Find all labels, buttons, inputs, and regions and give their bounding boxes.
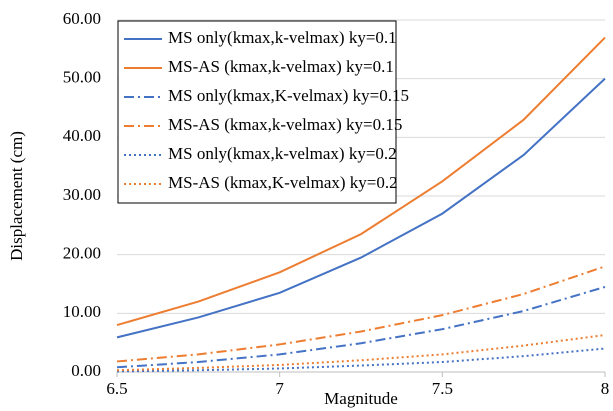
x-tick-label: 7.5	[432, 379, 453, 398]
legend-label: MS-AS (kmax,K-velmax) ky=0.2	[168, 173, 398, 192]
series-line	[116, 285, 606, 369]
legend-label: MS only(kmax,k-velmax) ky=0.2	[168, 144, 397, 163]
y-axis-label: Displacement (cm)	[7, 131, 26, 261]
series-line	[116, 36, 606, 327]
y-tick-label: 60.00	[63, 9, 101, 28]
series-line	[116, 334, 606, 372]
x-axis-label: Magnitude	[324, 389, 398, 408]
series-line	[116, 347, 606, 373]
y-tick-label: 40.00	[63, 126, 101, 145]
x-tick-label: 8	[601, 379, 610, 398]
legend-label: MS-AS (kmax,k-velmax) ky=0.15	[168, 115, 402, 134]
legend-label: MS only(kmax,k-velmax) ky=0.1	[168, 28, 397, 47]
legend-label: MS-AS (kmax,k-velmax) ky=0.1	[168, 57, 394, 76]
legend-box	[117, 20, 397, 204]
y-tick-label: 50.00	[63, 68, 101, 87]
x-tick-label: 6.5	[106, 379, 127, 398]
legend-label: MS only(kmax,K-velmax) ky=0.15	[168, 86, 409, 105]
y-tick-label: 20.00	[63, 244, 101, 263]
y-tick-label: 0.00	[71, 361, 101, 380]
series-line	[116, 77, 606, 339]
x-tick-label: 7	[275, 379, 284, 398]
y-tick-label: 30.00	[63, 185, 101, 204]
y-tick-label: 10.00	[63, 302, 101, 321]
series-line	[116, 265, 606, 363]
